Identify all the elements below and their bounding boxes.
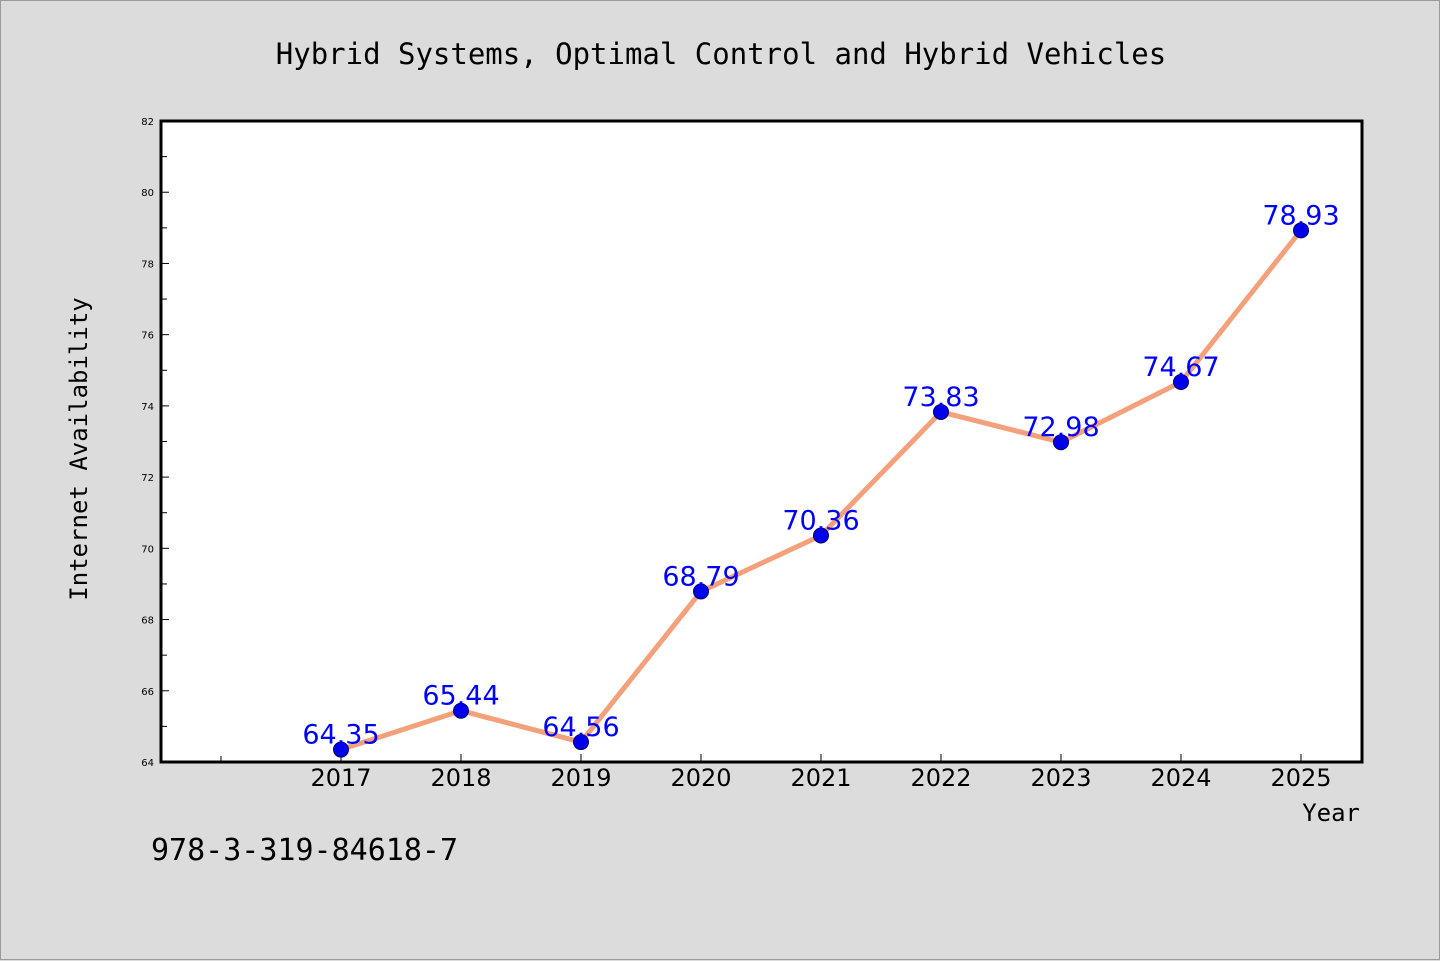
data-label: 68.79 [662,561,739,592]
x-tick-label: 2024 [1150,764,1211,792]
data-label: 73.83 [902,382,979,413]
x-axis: 2017 2018 2019 2020 2021 2022 2023 2024 2025 [220,754,1332,792]
data-label: 70.36 [782,506,859,537]
data-point [573,734,589,751]
data-point [1173,374,1189,391]
y-tick-label: 68 [141,616,154,627]
y-tick-label: 80 [141,188,154,199]
x-tick-label: 2025 [1270,764,1331,792]
series-line-group: 64.35 65.44 64.56 68.79 70.36 73.83 72.98 74.67… [302,200,1340,758]
data-label: 72.98 [1022,412,1099,443]
y-tick-label: 66 [141,687,154,698]
x-tick-label: 2017 [310,764,371,792]
data-point [813,527,829,544]
y-axis: 64 66 68 70 72 74 76 78 80 82 [141,117,169,769]
isbn-text: 978-3-319-84618-7 [151,833,459,868]
x-tick-label: 2019 [550,764,611,792]
x-tick-label: 2020 [670,764,731,792]
data-label: 65.44 [422,681,499,712]
plot-area [159,119,1364,764]
y-tick-label: 82 [141,117,154,128]
data-point [1053,434,1069,451]
y-tick-label: 78 [141,259,154,270]
y-tick-label: 72 [141,473,154,484]
data-point [453,702,469,719]
y-tick-label: 74 [141,402,154,413]
y-tick-label: 76 [141,331,154,342]
data-label: 64.35 [302,720,379,751]
y-tick-label: 70 [141,544,154,555]
data-label: 74.67 [1142,352,1219,383]
y-tick-label: 64 [141,758,154,769]
x-tick-label: 2022 [910,764,971,792]
data-label: 64.56 [542,712,619,743]
data-point [693,583,709,600]
data-label: 78.93 [1262,200,1339,231]
y-axis-label: Internet Availability [65,297,93,600]
data-point [333,741,349,758]
x-tick-label: 2021 [790,764,851,792]
x-axis-label: Year [1302,799,1360,827]
data-point [933,403,949,420]
data-point [1293,222,1309,239]
x-tick-label: 2023 [1030,764,1091,792]
x-tick-label: 2018 [430,764,491,792]
chart-title: Hybrid Systems, Optimal Control and Hybr… [276,37,1166,71]
